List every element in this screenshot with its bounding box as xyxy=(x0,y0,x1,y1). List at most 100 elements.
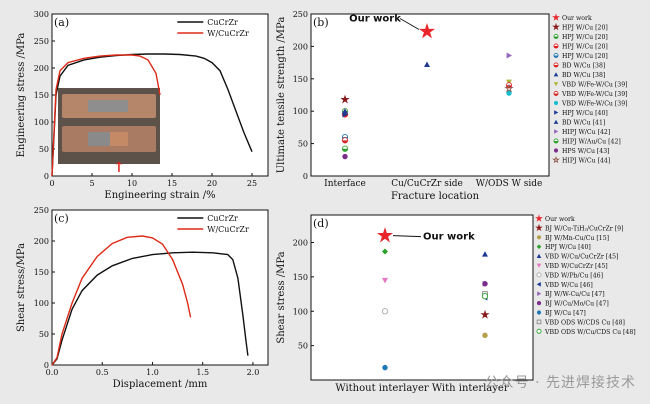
panel-c-series-line-0 xyxy=(51,251,249,366)
panel-b-legend-marker xyxy=(553,119,559,124)
panel-b-legend-marker xyxy=(554,110,559,115)
panel-b-legend-label: Our work xyxy=(562,15,592,22)
panel-d-legend-marker xyxy=(536,301,542,306)
panel-d-data-point-9 xyxy=(482,281,488,287)
panel-d-legend-label: Our work xyxy=(545,216,575,223)
panel-b-legend-marker xyxy=(553,72,559,77)
panel-a-ytick-label: 300 xyxy=(34,10,49,19)
panel-c-ytick-label: 0 xyxy=(44,361,49,370)
panel-d-legend-label: BJ W/Cu-TiH₂/CuCrZr [9] xyxy=(545,225,624,232)
panel-d-annotation-arrow xyxy=(392,235,422,238)
panel-d-legend-label: BJ W/Cu/Mo/Cu [47] xyxy=(545,301,609,308)
panel-d-legend-marker xyxy=(536,253,542,258)
panel-a-specimen-bottom-w xyxy=(88,132,110,146)
panel-d-legend-label: BJ W/Mn-Cu/Cu [15] xyxy=(545,235,609,242)
panel-d-data-point-2 xyxy=(482,332,488,339)
panel-c-legend-label: CuCrZr xyxy=(207,214,238,223)
panel-c-ytick-label: 250 xyxy=(34,206,49,215)
panel-a-legend-label: W/CuCrZr xyxy=(207,29,249,38)
panel-d-data-point-10 xyxy=(382,364,388,371)
panel-b-data-point-1 xyxy=(340,94,350,104)
panel-b-data-point-0 xyxy=(418,22,436,39)
panel-c-xtick-label: 0.5 xyxy=(96,368,109,377)
panel-d-legend-marker xyxy=(536,272,542,278)
panel-c-legend-label: W/CuCrZr xyxy=(207,225,249,234)
panel-d-ytick-label: 200 xyxy=(293,239,308,248)
panel-b-legend-label: HIPJ W/Cu [42] xyxy=(562,129,610,136)
panel-b-data-point-15 xyxy=(504,83,514,93)
panel-b-legend-label: HPJ W/Cu [20] xyxy=(562,44,608,51)
panel-c-panel-label: (c) xyxy=(54,212,69,225)
panel-c-xtick-label: 0.0 xyxy=(46,368,59,377)
panel-d-legend-label: HPJ W/Cu [40] xyxy=(545,244,591,251)
panel-b-legend-label: HPJ W/Cu [20] xyxy=(562,53,608,60)
panel-d-panel: (d) 50 100 150 200 Without interlayer With in… xyxy=(276,214,636,394)
panel-a-xtick-label: 0 xyxy=(49,179,54,188)
panel-a-ytick-label: 100 xyxy=(34,118,49,127)
panel-c-ytick-label: 100 xyxy=(34,299,49,308)
panel-b-ytick-label: 0 xyxy=(303,172,308,181)
panel-b-legend-marker xyxy=(553,65,559,68)
panel-a-ytick-label: 50 xyxy=(39,145,49,154)
panel-c-xtick-label: 2.0 xyxy=(247,368,260,377)
panel-d-y-axis-label: Shear stress /MPa xyxy=(276,251,287,343)
panel-d-legend-marker xyxy=(535,223,543,232)
panel-c-panel: (c) 0 50 100 150 200 250 0.0 0.5 1.0 1.5 2.0 Displac… xyxy=(16,206,269,390)
panel-a-xtick-label: 20 xyxy=(207,179,217,188)
panel-d-panel-label: (d) xyxy=(313,217,329,230)
panel-b-ytick-label: 200 xyxy=(293,42,308,51)
panel-b-legend-marker xyxy=(553,82,559,87)
panel-a-series-line-1 xyxy=(51,54,161,177)
panel-b-data-point-11 xyxy=(342,108,348,114)
watermark: 公众号 · 先进焊接技术 xyxy=(484,375,636,391)
panel-b-legend-marker xyxy=(553,46,559,49)
panel-d-annotation-text: Our work xyxy=(423,232,475,243)
panel-b-plot-area xyxy=(310,13,550,177)
panel-d-ytick-label: 150 xyxy=(293,273,308,282)
panel-b-category-label: Interface xyxy=(324,179,366,189)
panel-d-legend-marker xyxy=(536,282,541,287)
panel-a-ytick-label: 250 xyxy=(34,37,49,46)
panel-d-plot-area xyxy=(310,214,534,381)
panel-b-legend-label: BD W/Cu [38] xyxy=(562,63,605,70)
panel-a-panel: (a) 0 50 100 150 200 250 300 0 5 10 15 20 25 Engineeri… xyxy=(16,10,269,201)
panel-c-ytick-label: 200 xyxy=(34,237,49,246)
panel-d-data-point-1 xyxy=(480,309,490,319)
panel-b-ytick-label: 100 xyxy=(293,107,308,116)
panel-b-legend-label: HIPJ W/Au/Cu [42] xyxy=(562,139,621,146)
panel-d-legend-label: VBD W/Cu [46] xyxy=(544,282,593,289)
panel-b-category-label: Cu/CuCrZr side xyxy=(391,179,463,189)
panel-b-legend-marker xyxy=(554,129,559,134)
panel-a-specimen-bottom-cu xyxy=(110,132,128,146)
panel-b-legend-label: VBD W/Fe-W/Cu [39] xyxy=(561,82,628,89)
panel-a-legend-label: CuCrZr xyxy=(207,18,238,27)
panel-d-legend-label: VBD ODS W/CDS Cu [48] xyxy=(544,319,625,326)
panel-b-legend-label: HPJ W/Cu [40] xyxy=(562,110,608,117)
panel-c-y-axis-label: Shear stress/MPa xyxy=(16,243,27,332)
panel-d-legend-marker xyxy=(536,263,542,268)
panel-a-xtick-label: 15 xyxy=(167,179,177,188)
panel-b-ytick-label: 250 xyxy=(293,10,308,19)
panel-a-xtick-label: 5 xyxy=(89,179,94,188)
panel-c-plot-area xyxy=(51,209,269,366)
panel-b-category-label: W/ODS W side xyxy=(476,179,543,189)
panel-b-data-point-6 xyxy=(424,61,430,67)
panel-d-legend-marker xyxy=(536,310,542,315)
panel-d-x-axis-label: Without interlayer With interlayer xyxy=(335,383,508,394)
panel-b-data-point-12 xyxy=(506,52,512,59)
panel-c-xtick-label: 1.0 xyxy=(146,368,159,377)
panel-b-legend-marker xyxy=(553,93,559,96)
panel-b-panel-label: (b) xyxy=(313,16,329,29)
panel-d-data-point-12 xyxy=(481,292,489,300)
panel-d-legend-label: VBD W/Pb/Cu [46] xyxy=(544,272,603,279)
panel-b-legend-label: BD W/Cu [41] xyxy=(562,120,605,127)
panel-a-xtick-label: 10 xyxy=(127,179,137,188)
panel-d-legend-marker xyxy=(537,291,542,296)
panel-c-xtick-label: 1.5 xyxy=(196,368,209,377)
panel-b-data-point-5 xyxy=(342,140,348,144)
panel-b-legend-marker xyxy=(552,13,560,21)
panel-b-annotation-arrow xyxy=(399,18,420,30)
panel-b-data-point-9 xyxy=(506,90,512,96)
panel-a-ytick-label: 200 xyxy=(34,64,49,73)
